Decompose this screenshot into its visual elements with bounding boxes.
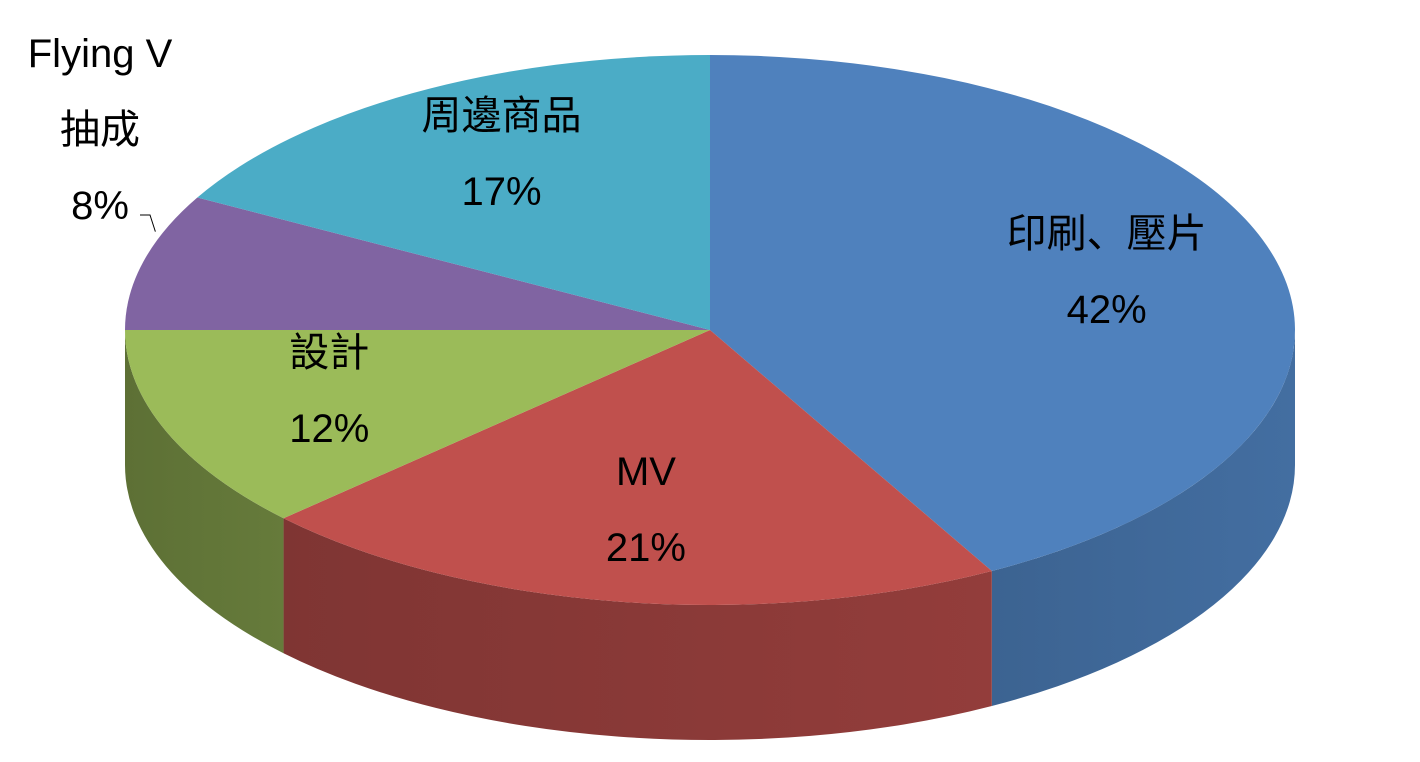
slice xyxy=(197,55,710,330)
value-label: 21% xyxy=(605,526,686,571)
slice xyxy=(283,330,992,605)
slice-label: 設計 12% xyxy=(289,315,369,467)
category-label: MV xyxy=(615,450,676,495)
leader-line xyxy=(140,214,156,232)
slice-side xyxy=(283,518,992,740)
slice xyxy=(125,330,710,519)
slice-label: 周邊商品 17% xyxy=(422,78,582,230)
value-label: 17% xyxy=(461,170,542,215)
category-label: 印刷、壓片 xyxy=(1006,212,1207,257)
value-label: 12% xyxy=(289,406,370,451)
category-label: Flying V 抽成 xyxy=(27,32,173,152)
category-label: 周邊商品 xyxy=(421,94,582,139)
slice xyxy=(710,55,1295,571)
slice xyxy=(125,197,710,330)
slice-side xyxy=(125,330,284,654)
slice-label: MV 21% xyxy=(606,434,686,586)
value-label: 8% xyxy=(71,184,129,228)
category-label: 設計 xyxy=(289,330,370,375)
slice-label: 印刷、壓片 42% xyxy=(1007,196,1207,348)
value-label: 42% xyxy=(1066,288,1147,333)
slice-label: Flying V 抽成 8% xyxy=(5,16,195,244)
slice-side xyxy=(991,330,1295,706)
